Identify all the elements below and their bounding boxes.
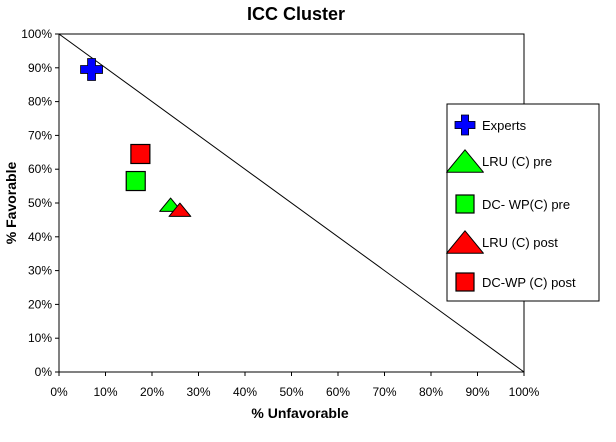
x-tick-label: 60% — [326, 385, 350, 399]
legend-marker — [455, 194, 475, 214]
y-tick-label: 0% — [35, 365, 53, 379]
data-markers — [80, 58, 192, 217]
data-point — [80, 58, 103, 81]
x-tick-label: 40% — [233, 385, 257, 399]
x-tick-label: 80% — [419, 385, 443, 399]
y-tick-label: 90% — [28, 61, 52, 75]
x-tick-label: 50% — [279, 385, 303, 399]
legend-label: LRU (C) post — [482, 235, 558, 250]
x-tick-label: 70% — [372, 385, 396, 399]
y-tick-label: 60% — [28, 162, 52, 176]
legend-label: DC-WP (C) post — [482, 275, 576, 290]
x-tick-label: 90% — [465, 385, 489, 399]
legend-marker — [454, 114, 476, 136]
y-tick-label: 20% — [28, 297, 52, 311]
legend: Experts LRU (C) pre DC- WP(C) pre LRU (C) p… — [446, 103, 600, 302]
data-point — [130, 143, 151, 165]
chart-title: ICC Cluster — [247, 4, 345, 24]
legend-label: Experts — [482, 118, 527, 133]
y-tick-label: 30% — [28, 264, 52, 278]
legend-marker — [446, 230, 484, 254]
y-tick-label: 100% — [21, 27, 52, 41]
x-axis-label: % Unfavorable — [251, 405, 348, 421]
y-tick-label: 80% — [28, 95, 52, 109]
legend-label: LRU (C) pre — [482, 154, 552, 169]
x-axis: 0% 10% 20% 30% 40% 50% 60% 70% 80% 90% 100% — [50, 372, 540, 399]
x-tick-label: 10% — [93, 385, 117, 399]
legend-marker — [446, 149, 484, 173]
x-tick-label: 20% — [140, 385, 164, 399]
y-axis-label: % Favorable — [3, 162, 19, 245]
y-tick-label: 70% — [28, 128, 52, 142]
reference-line — [58, 33, 525, 373]
y-tick-label: 10% — [28, 331, 52, 345]
data-point — [125, 170, 146, 192]
x-tick-label: 30% — [186, 385, 210, 399]
legend-label: DC- WP(C) pre — [482, 197, 570, 212]
y-tick-label: 40% — [28, 230, 52, 244]
y-axis: 0% 10% 20% 30% 40% 50% 60% 70% 80% 90% 100% — [21, 27, 59, 379]
x-tick-label: 100% — [509, 385, 540, 399]
y-tick-label: 50% — [28, 196, 52, 210]
data-point — [168, 202, 192, 217]
x-tick-label: 0% — [50, 385, 68, 399]
legend-marker — [455, 272, 475, 292]
